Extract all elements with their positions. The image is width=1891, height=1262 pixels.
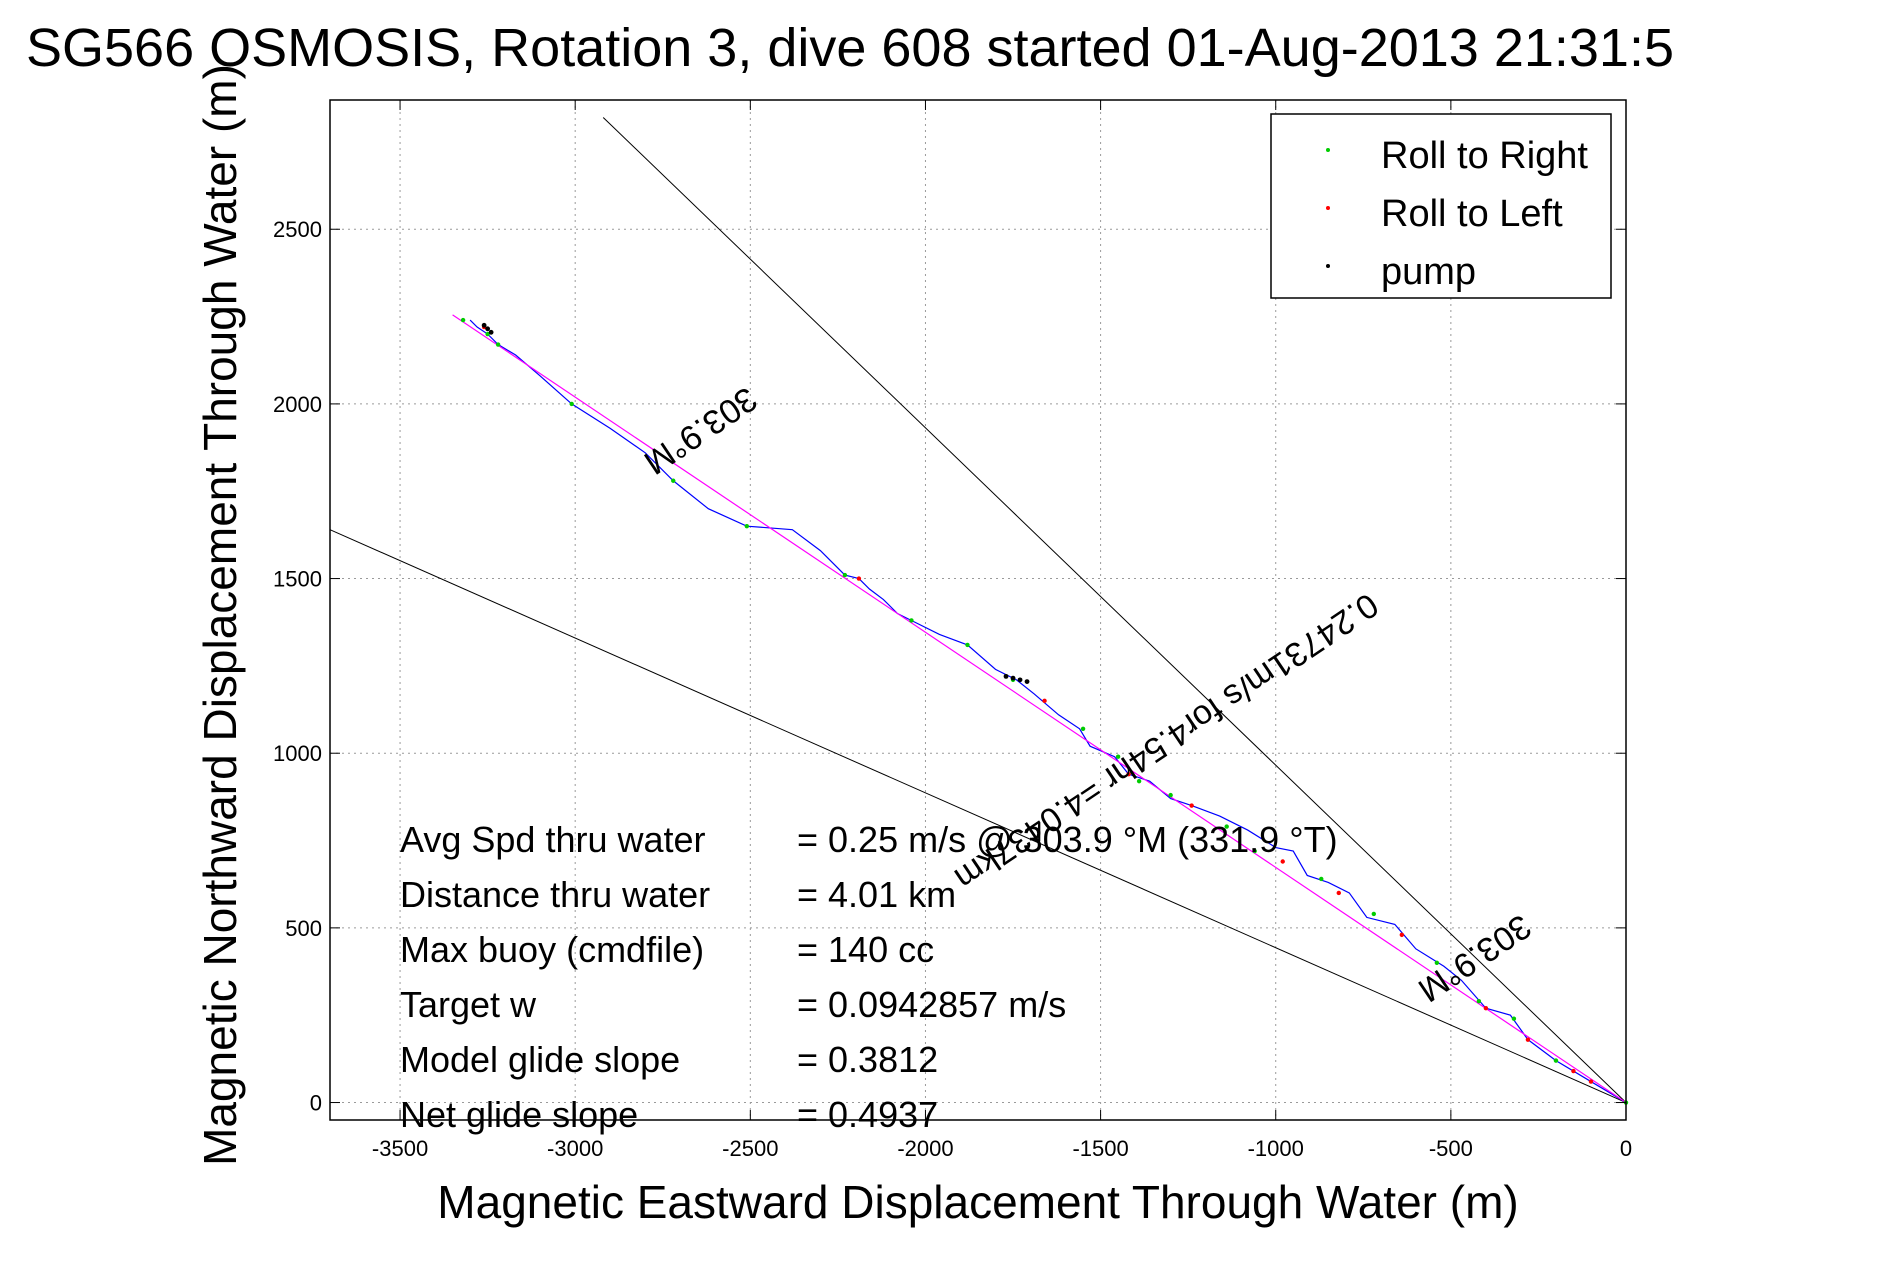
x-tick-label: -2000 — [897, 1136, 953, 1161]
roll-right-point — [1553, 1058, 1559, 1063]
roll-right-point — [965, 642, 970, 648]
pump-point — [1017, 677, 1023, 683]
roll-left-point — [1483, 1006, 1489, 1011]
roll-left-point — [1042, 698, 1047, 704]
stat-label: Net glide slope — [400, 1094, 638, 1135]
roll-right-point — [1224, 824, 1229, 829]
roll-right-point — [1476, 999, 1482, 1004]
roll-right-point — [671, 478, 676, 483]
markers-group — [460, 317, 1629, 1105]
series-line-track — [469, 319, 1627, 1104]
pump-point — [1024, 679, 1030, 685]
roll-left-point — [1189, 803, 1194, 808]
legend-marker-roll-right — [1326, 148, 1330, 152]
legend-box — [1270, 113, 1612, 299]
y-tick-label: 1000 — [273, 741, 322, 766]
pump-point — [481, 322, 487, 328]
plot-frame — [329, 99, 1627, 1121]
legend-label-roll-right: Roll to Right — [1381, 135, 1588, 177]
x-axis-label: Magnetic Eastward Displacement Through W… — [437, 1176, 1518, 1228]
stat-label: Max buoy (cmdfile) — [400, 929, 704, 970]
legend: Roll to Right Roll to Left pump — [1270, 113, 1612, 299]
ticks-group: -3500 -3000 -2500 -2000 -1500 -1000 -500 0 0 500 1… — [273, 100, 1632, 1161]
x-tick-label: -3500 — [372, 1136, 428, 1161]
roll-right-point — [1080, 726, 1086, 731]
roll-right-point — [744, 523, 750, 529]
roll-right-point — [1252, 848, 1257, 854]
x-tick-label: -1500 — [1072, 1136, 1128, 1161]
stat-label: Target w — [400, 984, 537, 1025]
pump-point — [1010, 675, 1016, 681]
grid — [330, 100, 1627, 1120]
roll-right-point — [495, 342, 501, 347]
legend-label-roll-left: Roll to Left — [1381, 193, 1563, 235]
stat-value: = 0.4937 — [797, 1094, 938, 1135]
y-tick-label: 0 — [310, 1091, 322, 1116]
roll-left-point — [1588, 1079, 1594, 1084]
x-tick-label: -500 — [1429, 1136, 1473, 1161]
roll-right-point — [485, 331, 490, 337]
roll-left-point — [1399, 932, 1405, 938]
roll-right-point — [1319, 876, 1324, 882]
legend-label-pump: pump — [1381, 251, 1476, 293]
x-tick-label: 0 — [1620, 1136, 1632, 1161]
y-tick-label: 2500 — [273, 217, 322, 242]
stat-value: = 4.01 km — [797, 874, 956, 915]
reference-lines — [329, 117, 1627, 1103]
y-tick-label: 1500 — [273, 567, 322, 592]
reference-line — [329, 529, 1627, 1103]
series-group — [452, 314, 1627, 1104]
roll-right-point — [1136, 778, 1142, 784]
y-tick-label: 500 — [285, 916, 322, 941]
pump-point — [485, 326, 491, 332]
roll-right-point — [1434, 960, 1440, 966]
roll-right-point — [569, 401, 574, 407]
stat-label: Avg Spd thru water — [400, 819, 706, 860]
roll-left-point — [1525, 1037, 1531, 1042]
roll-right-point — [909, 618, 914, 623]
roll-right-point — [1371, 911, 1377, 917]
y-tick-label: 2000 — [273, 392, 322, 417]
pump-point — [488, 329, 494, 335]
stat-value: = 0.25 m/s @ 303.9 °M (331.9 °T) — [797, 819, 1338, 860]
reference-line — [602, 117, 1627, 1103]
roll-left-point — [1126, 771, 1131, 777]
roll-right-point — [1511, 1016, 1517, 1021]
roll-right-point — [1115, 754, 1121, 759]
pump-point — [1003, 673, 1009, 679]
stat-value: = 0.3812 — [797, 1039, 938, 1080]
roll-right-point — [460, 317, 466, 323]
stat-label: Model glide slope — [400, 1039, 680, 1080]
roll-right-point — [1168, 792, 1173, 798]
y-axis-label: Magnetic Northward Displacement Through … — [194, 64, 246, 1166]
x-tick-label: -3000 — [547, 1136, 603, 1161]
roll-left-point — [1571, 1068, 1576, 1074]
roll-left-point — [1280, 859, 1285, 864]
roll-right-point — [842, 572, 848, 578]
legend-marker-roll-left — [1326, 206, 1330, 210]
roll-left-point — [856, 576, 862, 581]
chart-title: SG566 OSMOSIS, Rotation 3, dive 608 star… — [26, 18, 1674, 78]
legend-marker-pump — [1326, 264, 1330, 268]
stat-value: = 140 cc — [797, 929, 934, 970]
stats-group: Avg Spd thru water = 0.25 m/s @ 303.9 °M … — [400, 819, 1338, 1135]
x-tick-label: -1000 — [1248, 1136, 1304, 1161]
x-tick-label: -2500 — [722, 1136, 778, 1161]
stat-label: Distance thru water — [400, 874, 710, 915]
series-line-target-line — [452, 314, 1627, 1104]
roll-left-point — [1336, 890, 1341, 896]
stat-value: = 0.0942857 m/s — [797, 984, 1066, 1025]
